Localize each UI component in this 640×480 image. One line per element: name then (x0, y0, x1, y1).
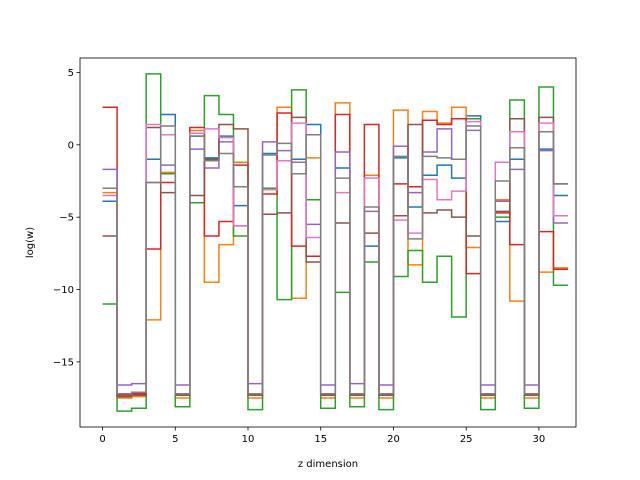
y-tick-label: −5 (59, 213, 74, 224)
ticks: 0 5 10 15 20 25 30 −15 −10 −5 0 5 (53, 68, 545, 445)
y-tick-label: −10 (53, 285, 74, 296)
y-tick-label: −15 (53, 357, 74, 368)
x-tick-label: 5 (172, 434, 178, 445)
x-tick-label: 25 (460, 434, 473, 445)
series-line-8 (102, 125, 568, 395)
y-tick-label: 0 (68, 140, 74, 151)
x-axis-label: z dimension (298, 459, 358, 470)
y-axis-label: log(w) (25, 227, 36, 258)
plot-area (102, 73, 568, 412)
x-tick-label: 20 (387, 434, 400, 445)
y-tick-label: 5 (68, 68, 74, 79)
x-tick-label: 0 (99, 434, 105, 445)
x-tick-label: 15 (314, 434, 327, 445)
axes-frame (79, 57, 577, 428)
x-tick-label: 10 (242, 434, 255, 445)
x-tick-label: 30 (533, 434, 546, 445)
